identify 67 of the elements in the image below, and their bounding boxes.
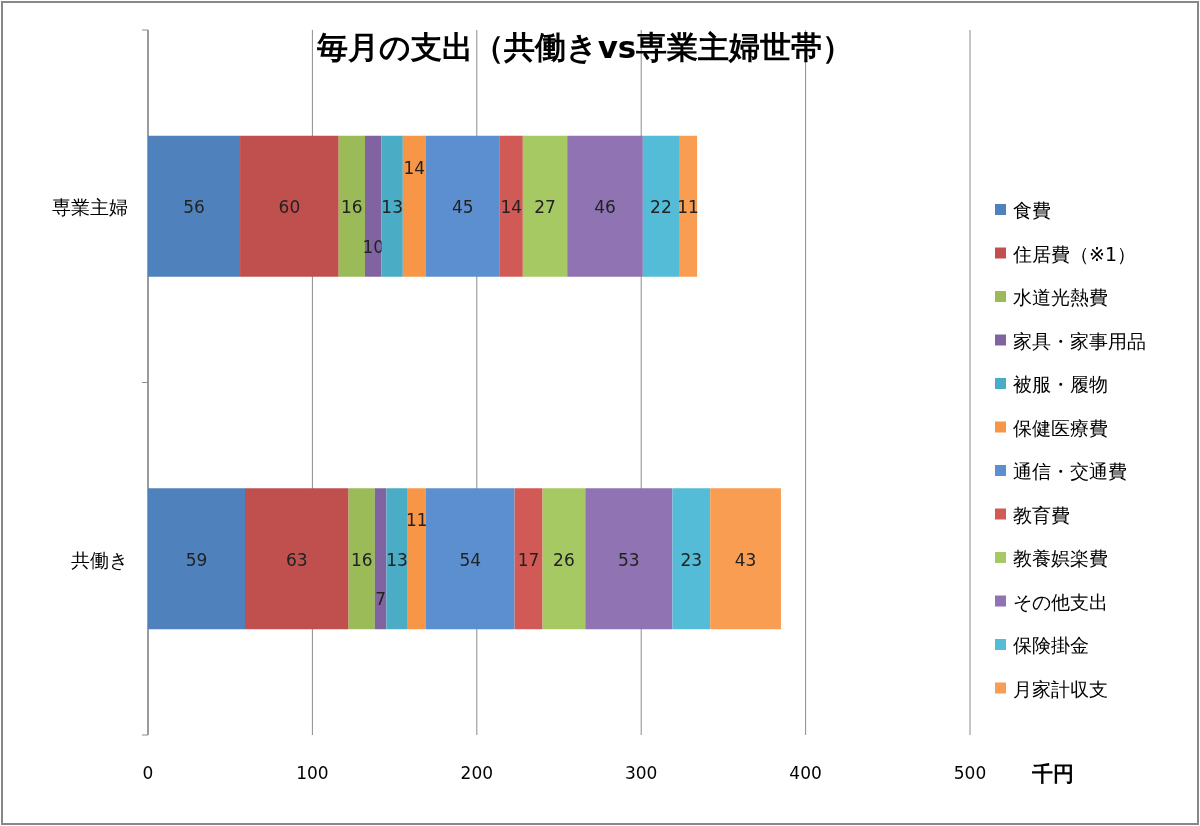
x-tick-label: 0 xyxy=(142,763,154,783)
data-label: 16 xyxy=(341,197,363,218)
bar xyxy=(425,488,515,630)
data-label: 22 xyxy=(650,197,672,218)
y-tick-label: 共働き xyxy=(71,548,128,571)
bar xyxy=(381,135,403,277)
data-label: 46 xyxy=(594,197,616,218)
data-label: 7 xyxy=(375,589,387,610)
legend-label: 食費 xyxy=(1013,199,1051,221)
data-label: 63 xyxy=(285,549,308,570)
legend-label: 保険掛金 xyxy=(1013,634,1089,656)
legend-label: 教養娯楽費 xyxy=(1013,547,1108,569)
bar xyxy=(522,135,568,277)
data-label: 14 xyxy=(500,197,523,218)
data-label: 13 xyxy=(386,549,408,570)
data-label: 54 xyxy=(459,549,482,570)
bar xyxy=(148,488,245,630)
chart-title: 毎月の支出（共働きvs専業主婦世帯） xyxy=(315,29,854,65)
bar xyxy=(386,488,408,630)
legend-label: 住居費（※1） xyxy=(1012,242,1137,265)
data-label: 53 xyxy=(618,549,640,570)
bar xyxy=(425,135,500,277)
x-tick-label: 300 xyxy=(624,763,658,783)
data-label: 56 xyxy=(183,197,205,218)
bar xyxy=(679,135,698,277)
x-tick-label: 400 xyxy=(789,763,822,783)
bar xyxy=(514,488,543,630)
bar xyxy=(348,488,375,630)
data-label: 23 xyxy=(680,549,703,570)
bar xyxy=(240,135,339,277)
x-tick-label: 200 xyxy=(460,763,494,783)
legend-label: 保健医療費 xyxy=(1013,416,1108,439)
data-label: 11 xyxy=(405,510,428,531)
data-label: 45 xyxy=(452,197,474,218)
x-tick-label: 500 xyxy=(953,763,987,783)
data-label: 43 xyxy=(734,549,757,570)
data-label: 14 xyxy=(403,157,426,178)
data-label: 26 xyxy=(553,549,575,570)
data-label: 59 xyxy=(185,549,208,570)
bar xyxy=(245,488,349,630)
bar xyxy=(642,135,680,277)
bar xyxy=(567,135,643,277)
bar xyxy=(499,135,523,277)
bar xyxy=(338,135,366,277)
data-label: 16 xyxy=(350,549,373,570)
bar xyxy=(374,488,387,630)
bar xyxy=(402,135,426,277)
bar xyxy=(542,488,586,630)
data-label: 17 xyxy=(517,549,540,570)
bar xyxy=(407,488,426,630)
bar xyxy=(148,135,241,277)
legend-label: 家具・家事用品 xyxy=(1013,329,1146,352)
legend-label: その他支出 xyxy=(1013,590,1108,613)
bar xyxy=(672,488,711,630)
legend-label: 通信・交通費 xyxy=(1013,460,1127,482)
legend-label: 被服・履物 xyxy=(1013,373,1108,395)
data-label: 13 xyxy=(381,197,403,218)
legend-label: 水道光熱費 xyxy=(1013,286,1108,308)
data-label: 60 xyxy=(278,197,301,218)
y-tick-label: 専業主婦 xyxy=(52,196,128,219)
bar xyxy=(710,488,781,630)
legend-label: 月家計収支 xyxy=(1013,677,1108,700)
x-axis-title: 千円 xyxy=(1031,762,1074,786)
x-tick-label: 100 xyxy=(296,763,329,783)
legend-label: 教育費 xyxy=(1013,503,1070,526)
data-label: 27 xyxy=(534,197,556,218)
bar xyxy=(585,488,673,630)
